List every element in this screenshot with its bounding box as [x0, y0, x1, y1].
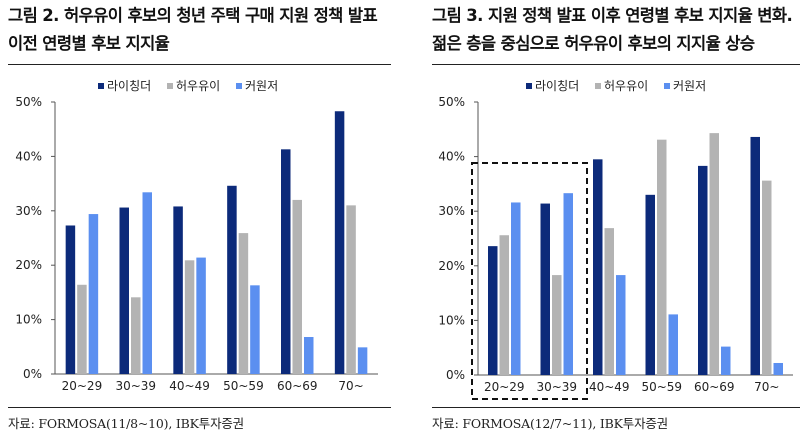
left-bar	[65, 225, 76, 374]
left-legend-swatch	[98, 83, 104, 89]
right-bar	[540, 203, 550, 375]
right-legend-label: 허우유이	[604, 79, 648, 93]
right-bar	[645, 194, 655, 375]
left-chart-source: 자료: FORMOSA(11/8~10), IBK투자증권	[8, 416, 244, 431]
left-legend-swatch	[236, 83, 242, 89]
right-bar	[593, 159, 603, 375]
right-bar	[499, 235, 509, 375]
left-bar	[131, 297, 141, 374]
right-chart-title-line1: 그림 3. 지원 정책 발표 이후 연령별 후보 지지율 변화.	[432, 6, 793, 25]
left-bar	[227, 185, 237, 374]
left-legend-swatch	[167, 83, 173, 89]
left-bar	[184, 260, 195, 374]
right-x-tick-label: 60~69	[694, 380, 735, 394]
right-bar	[709, 133, 719, 375]
left-legend-label: 커원저	[245, 79, 278, 93]
left-x-tick-label: 70~	[338, 379, 363, 393]
right-bar	[668, 314, 678, 375]
left-x-tick-label: 50~59	[223, 379, 264, 393]
right-bar	[511, 202, 521, 375]
right-y-tick-label: 30%	[438, 204, 465, 218]
right-x-tick-label: 20~29	[484, 380, 525, 394]
right-highlight-box	[471, 162, 588, 400]
left-y-tick-label: 30%	[15, 204, 42, 218]
right-bar	[552, 275, 562, 375]
left-y-tick-label: 20%	[15, 258, 42, 272]
left-x-tick-label: 40~49	[169, 379, 210, 393]
left-bar	[346, 205, 356, 374]
left-bar	[173, 206, 183, 374]
right-bar	[698, 165, 708, 375]
right-chart-panel: 그림 3. 지원 정책 발표 이후 연령별 후보 지지율 변화. 젊은 층을 중…	[432, 0, 800, 438]
right-x-tick-label: 30~39	[536, 380, 577, 394]
left-title-divider	[8, 64, 391, 65]
right-x-tick-label: 70~	[754, 380, 779, 394]
left-bar	[77, 284, 87, 374]
left-legend-label: 허우유이	[176, 79, 220, 93]
left-bar	[142, 192, 152, 374]
right-bar	[773, 362, 783, 375]
left-chart: 0% 10% 20% 30% 40% 50% 20~29 30~39 40~49 50~59 60~…	[15, 79, 378, 393]
right-chart-title-line2: 젊은 층을 중심으로 허우유이 후보의 지지율 상승	[432, 34, 755, 53]
left-bar	[88, 214, 99, 374]
right-bar	[563, 193, 573, 375]
right-x-tick-label: 40~49	[589, 380, 630, 394]
left-bar	[281, 149, 291, 374]
right-y-tick-label: 10%	[438, 313, 465, 327]
right-y-tick-label: 40%	[438, 150, 465, 164]
right-legend-label: 라이칭더	[535, 79, 579, 93]
right-legend-swatch	[526, 83, 532, 89]
right-bar	[616, 275, 626, 375]
left-x-tick-label: 60~69	[277, 379, 318, 393]
right-x-tick-label: 50~59	[641, 380, 682, 394]
left-x-tick-label: 20~29	[62, 379, 103, 393]
right-bar	[721, 346, 731, 375]
right-chart: 0% 10% 20% 30% 40% 50% 20~29 30~39 40~49 50~59 60~…	[438, 79, 793, 400]
left-y-tick-label: 10%	[15, 313, 42, 327]
right-title-divider	[432, 64, 800, 65]
right-y-tick-label: 0%	[446, 368, 465, 382]
left-y-tick-label: 40%	[15, 149, 42, 163]
right-legend-swatch	[664, 83, 670, 89]
right-bar	[604, 228, 614, 375]
right-legend-swatch	[595, 83, 601, 89]
right-source-divider	[432, 407, 800, 408]
left-chart-title-line1: 그림 2. 허우유이 후보의 청년 주택 구매 지원 정책 발표	[8, 6, 378, 25]
left-bar	[238, 233, 249, 374]
left-bar	[292, 199, 302, 374]
left-y-tick-label: 0%	[23, 367, 42, 381]
left-x-tick-label: 30~39	[115, 379, 156, 393]
left-chart-title-line2: 이전 연령별 후보 지지율	[8, 34, 170, 53]
left-bar	[250, 285, 260, 374]
right-chart-source: 자료: FORMOSA(12/7~11), IBK투자증권	[432, 416, 668, 431]
left-bar	[334, 111, 345, 375]
left-legend-label: 라이칭더	[107, 79, 151, 93]
left-bar	[304, 337, 314, 374]
left-bar	[119, 207, 129, 374]
right-legend-label: 커원저	[673, 79, 706, 93]
left-y-tick-label: 50%	[15, 95, 42, 109]
right-bar	[488, 246, 498, 375]
left-source-divider	[8, 407, 391, 408]
right-bar	[762, 180, 772, 375]
left-bar	[196, 257, 206, 374]
right-bar	[750, 136, 760, 375]
left-bar	[357, 347, 368, 374]
right-bar	[657, 139, 667, 375]
right-y-tick-label: 20%	[438, 259, 465, 273]
right-y-tick-label: 50%	[438, 95, 465, 109]
left-chart-panel: 그림 2. 허우유이 후보의 청년 주택 구매 지원 정책 발표 이전 연령별 …	[8, 0, 391, 438]
